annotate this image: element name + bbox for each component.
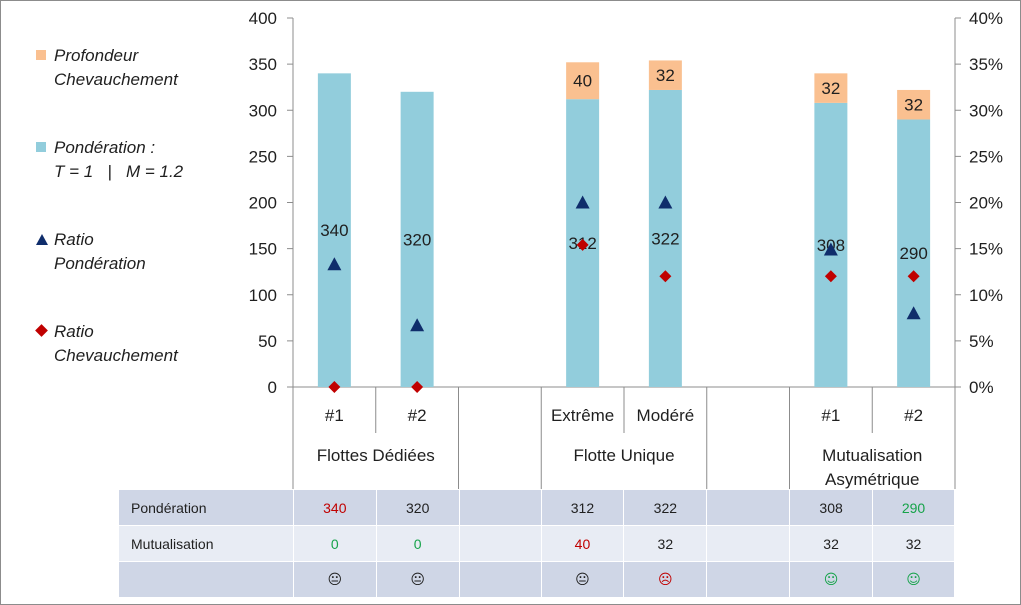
- table-cell: 40: [540, 525, 625, 562]
- table-cell: [706, 489, 791, 526]
- table-row-rating: 😐 😐 😐 ☹ ☺ ☺: [118, 561, 955, 598]
- table-cell: 308: [789, 489, 874, 526]
- marker-ratio-ponderation: [327, 257, 342, 271]
- category-label: #1: [821, 406, 840, 425]
- neutral-face-icon: 😐: [292, 561, 377, 598]
- group-label-line: Flotte Unique: [573, 446, 674, 465]
- y-right-tick-label: 5%: [969, 332, 994, 351]
- y-right-tick-label: 40%: [969, 9, 1003, 28]
- category-label: #2: [904, 406, 923, 425]
- chart-svg: 0 50 100 150 200 250 300 350 400 0% 5% 10% 15% 20% 25%…: [249, 9, 1003, 489]
- data-label-ponderation: 340: [320, 221, 348, 240]
- bar-profondeur: [897, 89, 931, 120]
- y-left-tick-label: 100: [249, 286, 277, 305]
- table-cell: 32: [789, 525, 874, 562]
- y-right-tick-label: 30%: [969, 101, 1003, 120]
- table-cell: 320: [375, 489, 460, 526]
- legend-label-ponderation: Pondération : T = 1 | M = 1.2: [54, 138, 184, 181]
- table-cell: 322: [623, 489, 708, 526]
- y-right-tick-label: 25%: [969, 147, 1003, 166]
- group-label: Flottes Dédiées: [317, 446, 435, 465]
- bar-ponderation: [317, 73, 351, 387]
- marker-ratio-ponderation: [823, 242, 838, 256]
- category-label: Extrême: [551, 406, 614, 425]
- y-right-tick-label: 10%: [969, 286, 1003, 305]
- data-label-profondeur: 40: [573, 72, 592, 91]
- data-label-profondeur: 32: [904, 96, 923, 115]
- sad-face-icon: ☹: [623, 561, 708, 598]
- row-label-ponderation: Pondération: [118, 489, 294, 526]
- neutral-face-icon: 😐: [540, 561, 625, 598]
- marker-ratio-ponderation: [410, 318, 425, 332]
- y-right-tick-label: 0%: [969, 378, 994, 397]
- group-label-line: Asymétrique: [825, 470, 919, 489]
- legend-label-profondeur: Profondeur Chevauchement: [54, 46, 178, 89]
- data-label-profondeur: 32: [821, 79, 840, 98]
- table-cell: 290: [872, 489, 955, 526]
- table-cell: 0: [292, 525, 377, 562]
- table-cell: [706, 561, 791, 598]
- data-label-ponderation: 290: [899, 244, 927, 263]
- y-left-tick-label: 300: [249, 101, 277, 120]
- marker-ratio-ponderation: [575, 195, 590, 209]
- triangle-marker-icon: [36, 234, 48, 245]
- category-label: #2: [408, 406, 427, 425]
- data-label-ponderation: 320: [403, 230, 431, 249]
- group-label-line: Flottes Dédiées: [317, 446, 435, 465]
- bar-ponderation: [648, 89, 682, 387]
- row-label-mutualisation: Mutualisation: [118, 525, 294, 562]
- marker-ratio-chevauchement: [659, 270, 672, 283]
- row-label-rating: [118, 561, 294, 598]
- category-label: Modéré: [637, 406, 695, 425]
- happy-face-icon: ☺: [872, 561, 955, 598]
- data-table: Pondération 340 320 312 322 308 290 Mutu…: [118, 489, 955, 598]
- table-cell: 340: [292, 489, 377, 526]
- bar-ponderation: [400, 91, 434, 388]
- y-left-tick-label: 350: [249, 55, 277, 74]
- group-label: Mutualisation Asymétrique: [822, 446, 922, 489]
- table-cell: 0: [375, 525, 460, 562]
- table-cell: [458, 561, 542, 598]
- group-label-line: Mutualisation: [822, 446, 922, 465]
- y-right-tick-label: 15%: [969, 240, 1003, 259]
- legend-swatch-profondeur: [36, 50, 46, 60]
- table-row-mutualisation: Mutualisation 0 0 40 32 32 32: [118, 525, 955, 562]
- marker-ratio-chevauchement: [576, 238, 589, 251]
- y-left-tick-label: 150: [249, 240, 277, 259]
- group-label: Flotte Unique: [573, 446, 674, 465]
- table-cell: 312: [540, 489, 625, 526]
- table-cell: 32: [623, 525, 708, 562]
- marker-ratio-chevauchement: [824, 270, 837, 283]
- neutral-face-icon: 😐: [375, 561, 460, 598]
- table-cell: [458, 525, 542, 562]
- y-right-tick-label: 20%: [969, 194, 1003, 213]
- data-label-ponderation: 322: [651, 229, 679, 248]
- bar-profondeur: [814, 73, 848, 103]
- legend-label-ratio-chevauchement: Ratio Chevauchement: [54, 322, 178, 365]
- bar-profondeur: [648, 60, 682, 90]
- legend-label-ratio-ponderation: Ratio Pondération: [54, 230, 146, 273]
- marker-ratio-chevauchement: [411, 381, 424, 393]
- marker-ratio-chevauchement: [907, 270, 920, 283]
- y-left-tick-label: 0: [268, 378, 277, 397]
- y-left-tick-label: 50: [258, 332, 277, 351]
- y-left-tick-label: 200: [249, 194, 277, 213]
- table-row-ponderation: Pondération 340 320 312 322 308 290: [118, 489, 955, 526]
- legend-swatch-ponderation: [36, 142, 46, 152]
- table-cell: 32: [872, 525, 955, 562]
- marker-ratio-ponderation: [658, 195, 673, 209]
- bar-ponderation: [897, 119, 931, 387]
- table-cell: [458, 489, 542, 526]
- y-right-tick-label: 35%: [969, 55, 1003, 74]
- bar-profondeur: [566, 62, 600, 100]
- marker-ratio-ponderation: [906, 306, 921, 320]
- table-cell: [706, 525, 791, 562]
- y-left-tick-label: 400: [249, 9, 277, 28]
- category-label: #1: [325, 406, 344, 425]
- happy-face-icon: ☺: [789, 561, 874, 598]
- y-left-tick-label: 250: [249, 147, 277, 166]
- marker-ratio-chevauchement: [328, 381, 341, 393]
- data-label-profondeur: 32: [656, 66, 675, 85]
